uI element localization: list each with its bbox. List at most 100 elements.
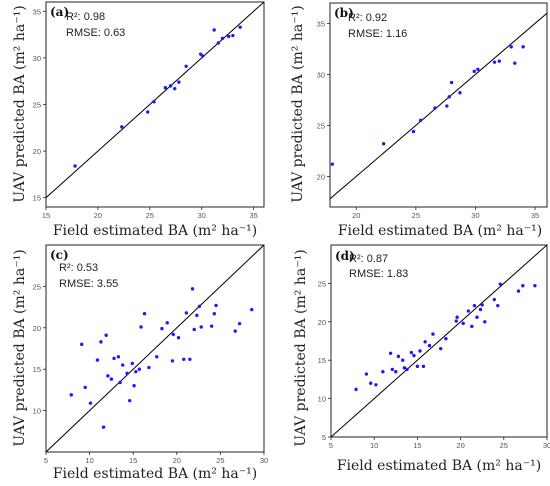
- y-tick-label: 15: [318, 356, 326, 365]
- data-point: [201, 54, 205, 58]
- plot-area-c: 5 10 15 20 25 30 10 15 20 25: [33, 245, 268, 465]
- panel-label-a: (a): [50, 5, 69, 19]
- data-point: [521, 45, 525, 49]
- data-point: [152, 100, 156, 104]
- data-point: [483, 320, 487, 324]
- data-point: [155, 355, 159, 359]
- y-tick-label: 20: [317, 172, 325, 181]
- x-axis-label-a: Field estimated BA (m² ha⁻¹): [53, 223, 257, 239]
- data-point: [509, 45, 513, 49]
- rmse-text-b: RMSE: 1.16: [348, 28, 407, 40]
- data-point: [188, 357, 192, 361]
- data-point: [330, 162, 335, 166]
- data-point: [182, 357, 186, 361]
- data-point: [381, 142, 386, 146]
- y-tick-label: 20: [318, 318, 326, 327]
- x-tick-label: 25: [412, 211, 420, 220]
- data-point: [233, 329, 237, 333]
- data-point: [220, 36, 225, 41]
- data-point: [142, 312, 147, 316]
- data-point: [458, 91, 462, 95]
- data-point: [472, 303, 477, 308]
- data-point: [118, 380, 122, 385]
- data-point: [69, 393, 73, 397]
- data-point: [125, 371, 129, 376]
- data-point: [120, 125, 124, 129]
- data-point: [516, 289, 521, 293]
- data-point: [402, 366, 407, 370]
- data-point: [184, 64, 188, 68]
- data-point: [83, 385, 87, 390]
- y-axis-label-b: UAV predicted BA (m² ha⁻¹): [290, 5, 306, 202]
- rmse-text-a: RMSE: 0.63: [66, 27, 125, 39]
- data-point: [409, 350, 414, 355]
- y-axis-label-c: UAV predicted BA (m² ha⁻¹): [12, 249, 28, 446]
- data-point: [165, 321, 169, 325]
- data-point: [472, 69, 476, 74]
- x-tick-label: 25: [500, 441, 508, 450]
- x-tick-label: 15: [42, 211, 50, 220]
- data-point: [396, 354, 401, 359]
- data-point: [439, 346, 443, 351]
- data-point: [176, 336, 181, 340]
- data-point: [170, 359, 175, 363]
- r2-text-d: R²: 0.87: [349, 253, 388, 265]
- data-point: [444, 336, 448, 341]
- x-axis-label-d: Field estimated BA (m² ha⁻¹): [337, 458, 541, 474]
- data-point: [412, 353, 416, 358]
- x-tick-label: 15: [413, 441, 421, 450]
- x-tick-label: 35: [249, 211, 257, 220]
- y-tick-label: 35: [317, 19, 325, 28]
- data-point: [95, 358, 100, 362]
- data-point: [415, 364, 420, 369]
- data-point: [470, 324, 474, 329]
- plot-area-d: 5 10 15 20 25 30 5 10 15 20 25: [318, 245, 550, 450]
- data-point: [418, 118, 423, 123]
- data-point: [209, 324, 214, 328]
- rmse-text-d: RMSE: 1.83: [349, 268, 408, 280]
- data-point: [99, 340, 103, 344]
- data-point: [199, 325, 203, 329]
- data-point: [128, 398, 132, 403]
- x-tick-label: 25: [146, 211, 154, 220]
- data-point: [478, 307, 483, 312]
- data-point: [73, 164, 77, 168]
- x-tick-label: 10: [370, 441, 378, 450]
- data-point: [421, 364, 426, 369]
- rmse-text-c: RMSE: 3.55: [59, 278, 118, 290]
- one-to-one-line: [331, 245, 547, 437]
- data-point: [163, 86, 168, 90]
- data-point: [216, 41, 221, 45]
- data-point: [212, 312, 216, 316]
- data-point: [160, 326, 164, 331]
- data-point: [521, 284, 525, 288]
- data-point: [454, 319, 458, 323]
- r2-text-a: R²: 0.98: [66, 11, 105, 23]
- data-point: [195, 313, 199, 318]
- data-point: [461, 321, 465, 326]
- data-point: [109, 377, 114, 381]
- x-tick-label: 20: [94, 211, 102, 220]
- data-point: [381, 370, 385, 374]
- x-tick-label: 35: [531, 211, 539, 220]
- data-point: [101, 425, 106, 429]
- data-point: [214, 303, 218, 308]
- data-point: [401, 358, 405, 362]
- data-point: [237, 321, 242, 326]
- plot-area-b: 20 25 30 35 20 25 30 35: [317, 12, 547, 220]
- y-tick-label: 20: [33, 147, 41, 156]
- data-point: [238, 25, 242, 29]
- x-tick-label: 30: [471, 211, 479, 220]
- data-point: [427, 343, 432, 348]
- y-tick-label: 25: [33, 282, 41, 291]
- data-point: [445, 104, 449, 108]
- data-point: [423, 340, 427, 344]
- data-point: [497, 59, 502, 63]
- data-point: [139, 325, 143, 329]
- data-point: [121, 363, 125, 367]
- data-point: [192, 327, 196, 332]
- data-point: [146, 110, 150, 114]
- panel-label-c: (c): [50, 248, 69, 262]
- data-point: [130, 361, 135, 366]
